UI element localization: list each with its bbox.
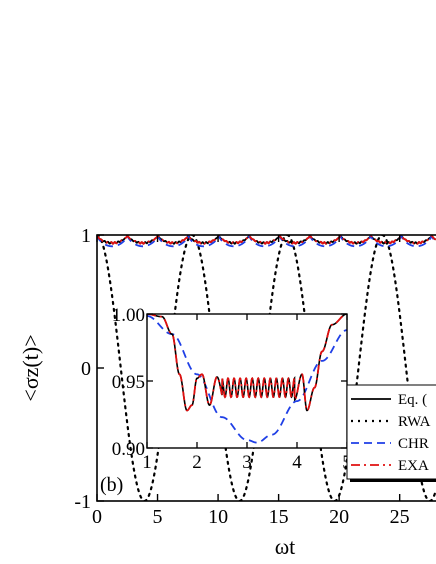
x-tick-label: 25 xyxy=(390,506,410,528)
y-axis-label: <σz(t)> xyxy=(18,334,43,401)
legend: Eq. ( RWA CHR EXA xyxy=(346,384,436,482)
y-tick-label: 1 xyxy=(81,225,91,247)
inset-x-tick-label: 4 xyxy=(292,452,302,473)
series-line-chr xyxy=(97,235,436,248)
inset-axis-ticks: 123450.900.951.00 xyxy=(112,305,352,473)
x-tick-label: 20 xyxy=(329,506,349,528)
series-line-exa xyxy=(97,235,436,245)
inset-plot: 123450.900.951.00 xyxy=(112,305,352,473)
inset-series-group xyxy=(147,314,347,444)
y-tick-label: -1 xyxy=(74,491,91,513)
x-tick-label: 15 xyxy=(269,506,289,528)
x-tick-label: 0 xyxy=(92,506,102,528)
legend-label: EXA xyxy=(398,458,429,474)
inset-x-tick-label: 2 xyxy=(192,452,202,473)
inset-y-tick-label: 0.90 xyxy=(112,439,145,460)
inset-series-line-chr xyxy=(147,315,347,444)
panel-label: (b) xyxy=(100,474,123,496)
inset-series-line-exa xyxy=(147,314,347,412)
x-axis-label: ωt xyxy=(275,534,296,559)
legend-label: Eq. ( xyxy=(398,392,427,408)
inset-y-tick-label: 0.95 xyxy=(112,372,145,393)
inset-x-tick-label: 1 xyxy=(142,452,152,473)
x-tick-label: 10 xyxy=(208,506,228,528)
legend-label: RWA xyxy=(398,414,431,430)
main-axis-ticks: 0 5 10 15 20 25-101 xyxy=(74,225,409,528)
x-tick-label: 5 xyxy=(153,506,163,528)
inset-y-tick-label: 1.00 xyxy=(112,305,145,326)
legend-box xyxy=(346,384,436,480)
inset-x-tick-label: 3 xyxy=(242,452,252,473)
y-tick-label: 0 xyxy=(81,358,91,380)
legend-label: CHR xyxy=(398,436,429,452)
